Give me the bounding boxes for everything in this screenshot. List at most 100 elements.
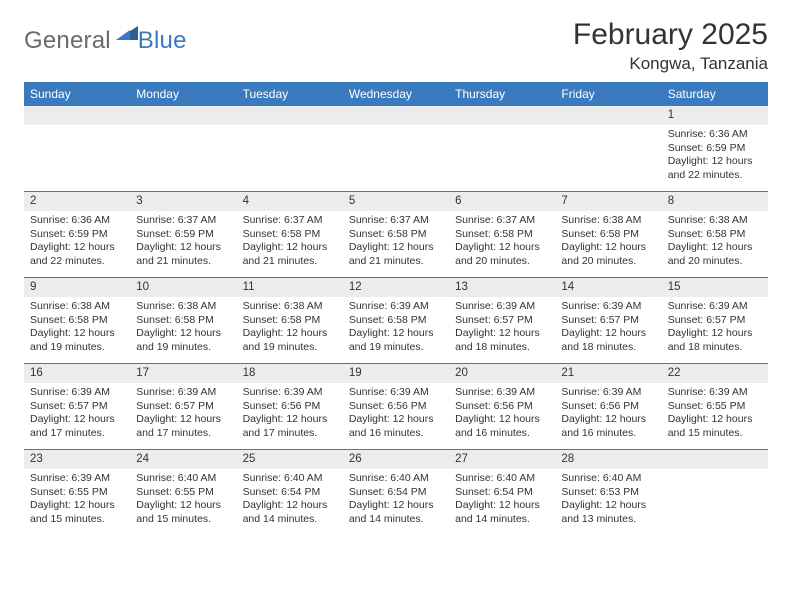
day-header: Saturday (662, 83, 768, 106)
day-body: Sunrise: 6:39 AMSunset: 6:57 PMDaylight:… (662, 297, 768, 357)
day-number: 18 (237, 364, 343, 383)
sunrise-text: Sunrise: 6:37 AM (349, 214, 443, 228)
daylight-text: Daylight: 12 hours and 18 minutes. (455, 327, 549, 354)
daylight-text: Daylight: 12 hours and 20 minutes. (455, 241, 549, 268)
day-cell: 16Sunrise: 6:39 AMSunset: 6:57 PMDayligh… (24, 364, 130, 450)
sunrise-text: Sunrise: 6:36 AM (668, 128, 762, 142)
daylight-text: Daylight: 12 hours and 15 minutes. (30, 499, 124, 526)
sunrise-text: Sunrise: 6:39 AM (243, 386, 337, 400)
day-cell (343, 106, 449, 192)
header: General Blue February 2025 Kongwa, Tanza… (24, 18, 768, 74)
day-cell (130, 106, 236, 192)
day-cell: 6Sunrise: 6:37 AMSunset: 6:58 PMDaylight… (449, 192, 555, 278)
sunset-text: Sunset: 6:58 PM (30, 314, 124, 328)
day-cell (555, 106, 661, 192)
day-number: 28 (555, 450, 661, 469)
day-number: 8 (662, 192, 768, 211)
day-number: 17 (130, 364, 236, 383)
daylight-text: Daylight: 12 hours and 22 minutes. (668, 155, 762, 182)
sunset-text: Sunset: 6:55 PM (136, 486, 230, 500)
day-body: Sunrise: 6:38 AMSunset: 6:58 PMDaylight:… (130, 297, 236, 357)
sunset-text: Sunset: 6:56 PM (349, 400, 443, 414)
sunset-text: Sunset: 6:58 PM (136, 314, 230, 328)
daylight-text: Daylight: 12 hours and 16 minutes. (561, 413, 655, 440)
daylight-text: Daylight: 12 hours and 21 minutes. (136, 241, 230, 268)
day-number (343, 106, 449, 125)
day-number: 27 (449, 450, 555, 469)
day-body: Sunrise: 6:38 AMSunset: 6:58 PMDaylight:… (237, 297, 343, 357)
day-cell: 12Sunrise: 6:39 AMSunset: 6:58 PMDayligh… (343, 278, 449, 364)
day-body: Sunrise: 6:40 AMSunset: 6:54 PMDaylight:… (237, 469, 343, 529)
sunset-text: Sunset: 6:54 PM (243, 486, 337, 500)
day-cell: 28Sunrise: 6:40 AMSunset: 6:53 PMDayligh… (555, 450, 661, 536)
day-cell (662, 450, 768, 536)
day-cell: 5Sunrise: 6:37 AMSunset: 6:58 PMDaylight… (343, 192, 449, 278)
sunset-text: Sunset: 6:56 PM (455, 400, 549, 414)
day-body: Sunrise: 6:38 AMSunset: 6:58 PMDaylight:… (24, 297, 130, 357)
sunset-text: Sunset: 6:57 PM (30, 400, 124, 414)
day-number: 26 (343, 450, 449, 469)
sunset-text: Sunset: 6:57 PM (136, 400, 230, 414)
day-body: Sunrise: 6:36 AMSunset: 6:59 PMDaylight:… (662, 125, 768, 185)
sunset-text: Sunset: 6:58 PM (668, 228, 762, 242)
day-cell: 21Sunrise: 6:39 AMSunset: 6:56 PMDayligh… (555, 364, 661, 450)
week-row: 23Sunrise: 6:39 AMSunset: 6:55 PMDayligh… (24, 450, 768, 536)
daylight-text: Daylight: 12 hours and 19 minutes. (136, 327, 230, 354)
day-cell: 18Sunrise: 6:39 AMSunset: 6:56 PMDayligh… (237, 364, 343, 450)
week-row: 2Sunrise: 6:36 AMSunset: 6:59 PMDaylight… (24, 192, 768, 278)
day-cell: 13Sunrise: 6:39 AMSunset: 6:57 PMDayligh… (449, 278, 555, 364)
daylight-text: Daylight: 12 hours and 18 minutes. (561, 327, 655, 354)
day-number: 7 (555, 192, 661, 211)
daylight-text: Daylight: 12 hours and 14 minutes. (349, 499, 443, 526)
day-cell: 20Sunrise: 6:39 AMSunset: 6:56 PMDayligh… (449, 364, 555, 450)
day-number (555, 106, 661, 125)
day-cell: 24Sunrise: 6:40 AMSunset: 6:55 PMDayligh… (130, 450, 236, 536)
sunset-text: Sunset: 6:54 PM (349, 486, 443, 500)
sunset-text: Sunset: 6:59 PM (30, 228, 124, 242)
daylight-text: Daylight: 12 hours and 17 minutes. (136, 413, 230, 440)
day-body: Sunrise: 6:40 AMSunset: 6:54 PMDaylight:… (449, 469, 555, 529)
day-number: 24 (130, 450, 236, 469)
day-body: Sunrise: 6:39 AMSunset: 6:56 PMDaylight:… (343, 383, 449, 443)
logo-text-blue: Blue (138, 27, 187, 55)
day-body: Sunrise: 6:40 AMSunset: 6:54 PMDaylight:… (343, 469, 449, 529)
location: Kongwa, Tanzania (573, 54, 768, 74)
daylight-text: Daylight: 12 hours and 22 minutes. (30, 241, 124, 268)
day-number: 3 (130, 192, 236, 211)
daylight-text: Daylight: 12 hours and 19 minutes. (243, 327, 337, 354)
daylight-text: Daylight: 12 hours and 18 minutes. (668, 327, 762, 354)
sunset-text: Sunset: 6:56 PM (561, 400, 655, 414)
day-number: 19 (343, 364, 449, 383)
sunrise-text: Sunrise: 6:38 AM (668, 214, 762, 228)
sunset-text: Sunset: 6:57 PM (561, 314, 655, 328)
day-number (24, 106, 130, 125)
day-body: Sunrise: 6:39 AMSunset: 6:56 PMDaylight:… (237, 383, 343, 443)
day-body: Sunrise: 6:39 AMSunset: 6:57 PMDaylight:… (130, 383, 236, 443)
day-body: Sunrise: 6:39 AMSunset: 6:56 PMDaylight:… (555, 383, 661, 443)
daylight-text: Daylight: 12 hours and 15 minutes. (668, 413, 762, 440)
day-header: Tuesday (237, 83, 343, 106)
day-number: 25 (237, 450, 343, 469)
daylight-text: Daylight: 12 hours and 17 minutes. (30, 413, 124, 440)
day-number: 2 (24, 192, 130, 211)
day-cell: 10Sunrise: 6:38 AMSunset: 6:58 PMDayligh… (130, 278, 236, 364)
day-body: Sunrise: 6:39 AMSunset: 6:57 PMDaylight:… (555, 297, 661, 357)
day-header: Thursday (449, 83, 555, 106)
sunrise-text: Sunrise: 6:39 AM (136, 386, 230, 400)
daylight-text: Daylight: 12 hours and 19 minutes. (30, 327, 124, 354)
sunset-text: Sunset: 6:53 PM (561, 486, 655, 500)
sunrise-text: Sunrise: 6:37 AM (243, 214, 337, 228)
sunset-text: Sunset: 6:57 PM (455, 314, 549, 328)
sunrise-text: Sunrise: 6:39 AM (561, 386, 655, 400)
day-cell (237, 106, 343, 192)
daylight-text: Daylight: 12 hours and 20 minutes. (561, 241, 655, 268)
day-number: 21 (555, 364, 661, 383)
daylight-text: Daylight: 12 hours and 21 minutes. (243, 241, 337, 268)
daylight-text: Daylight: 12 hours and 21 minutes. (349, 241, 443, 268)
sunset-text: Sunset: 6:55 PM (30, 486, 124, 500)
sunset-text: Sunset: 6:56 PM (243, 400, 337, 414)
sunset-text: Sunset: 6:58 PM (455, 228, 549, 242)
sunrise-text: Sunrise: 6:39 AM (668, 386, 762, 400)
day-number: 9 (24, 278, 130, 297)
day-body: Sunrise: 6:38 AMSunset: 6:58 PMDaylight:… (555, 211, 661, 271)
